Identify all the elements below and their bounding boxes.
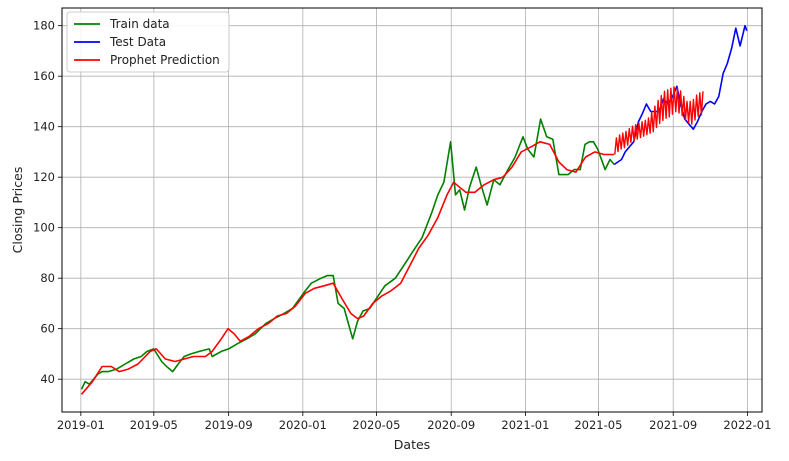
legend-label-test: Test Data bbox=[109, 35, 166, 49]
x-tick-label: 2021-01 bbox=[501, 418, 549, 432]
series-layer bbox=[80, 24, 748, 395]
x-tick-label: 2021-05 bbox=[574, 418, 622, 432]
x-axis-label: Dates bbox=[394, 437, 430, 452]
y-axis-ticks: 40 60 80 100 120 140 160 180 bbox=[33, 19, 62, 386]
prophet-forecast-oscillation bbox=[614, 86, 704, 155]
y-tick-label: 160 bbox=[33, 69, 55, 83]
y-tick-label: 140 bbox=[33, 120, 55, 134]
x-tick-label: 2019-09 bbox=[205, 418, 253, 432]
x-tick-label: 2019-01 bbox=[57, 418, 105, 432]
plot-frame bbox=[61, 7, 763, 413]
grid-lines bbox=[62, 8, 762, 412]
x-tick-label: 2020-05 bbox=[352, 418, 400, 432]
y-tick-label: 100 bbox=[33, 221, 55, 235]
y-tick-label: 80 bbox=[40, 271, 55, 285]
x-axis-ticks: 2019-01 2019-05 2019-09 2020-01 2020-05 2020-… bbox=[57, 412, 771, 432]
legend: Train data Test Data Prophet Prediction bbox=[66, 11, 230, 73]
y-tick-label: 60 bbox=[40, 322, 55, 336]
y-tick-label: 120 bbox=[33, 170, 55, 184]
x-tick-label: 2019-05 bbox=[130, 418, 178, 432]
x-tick-label: 2020-01 bbox=[279, 418, 327, 432]
prophet-prediction-line bbox=[80, 141, 615, 395]
legend-box bbox=[66, 11, 230, 73]
y-axis-label: Closing Prices bbox=[10, 167, 25, 254]
legend-label-train: Train data bbox=[109, 17, 170, 31]
plot-area bbox=[62, 8, 762, 412]
legend-label-prophet: Prophet Prediction bbox=[110, 53, 220, 67]
x-tick-label: 2020-09 bbox=[427, 418, 475, 432]
train-data-line bbox=[80, 118, 615, 390]
x-tick-label: 2022-01 bbox=[723, 418, 771, 432]
x-tick-label: 2021-09 bbox=[649, 418, 697, 432]
y-tick-label: 40 bbox=[40, 372, 55, 386]
y-tick-label: 180 bbox=[33, 19, 55, 33]
